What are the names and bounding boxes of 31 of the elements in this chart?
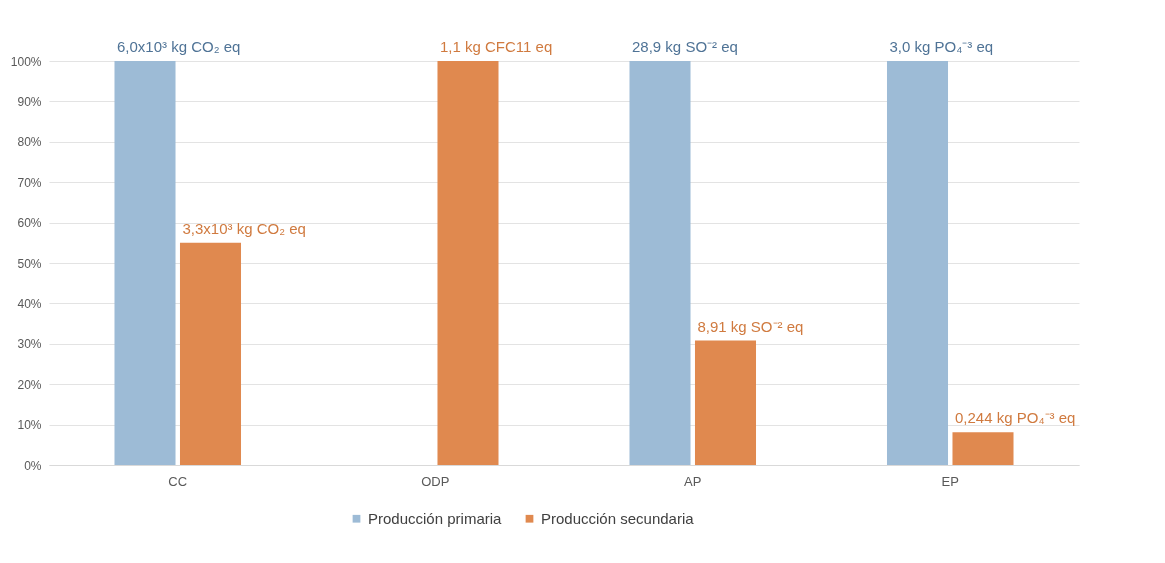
bar — [629, 61, 691, 465]
y-tick-label: 80% — [17, 135, 42, 150]
y-tick-label: 30% — [17, 337, 42, 352]
y-tick-label: 90% — [17, 94, 42, 109]
bar — [437, 61, 499, 465]
x-tick-label: EP — [941, 473, 959, 489]
legend-label: Producción primaria — [368, 509, 503, 527]
bar — [114, 61, 176, 465]
annotation: 8,91 kg SO⁻² eq — [697, 317, 804, 335]
annotation: 3,0 kg PO₄⁻³ eq — [889, 38, 994, 55]
y-tick-label: 40% — [17, 296, 42, 311]
annotation: 28,9 kg SO⁻² eq — [632, 38, 738, 55]
annotation: 0,244 kg PO₄⁻³ eq — [954, 409, 1076, 427]
annotation: 6,0x10³ kg CO₂ eq — [117, 38, 241, 55]
y-tick-label: 10% — [17, 418, 42, 433]
y-tick-label: 0% — [24, 458, 42, 473]
y-tick-label: 70% — [17, 175, 42, 190]
annotation: 1,1 kg CFC11 eq — [439, 38, 553, 55]
y-tick-label: 50% — [17, 256, 42, 271]
y-tick-label: 100% — [10, 54, 42, 69]
bar — [179, 242, 242, 465]
bar — [886, 61, 949, 465]
bar — [952, 432, 1014, 465]
x-tick-label: AP — [684, 473, 702, 489]
x-tick-label: CC — [168, 473, 188, 489]
annotation: 3,3x10³ kg CO₂ eq — [182, 219, 306, 237]
x-tick-label: ODP — [421, 473, 450, 489]
y-tick-label: 20% — [17, 377, 42, 392]
bar — [694, 340, 757, 465]
legend-label: Producción secundaria — [541, 509, 695, 527]
y-tick-label: 60% — [17, 216, 42, 231]
